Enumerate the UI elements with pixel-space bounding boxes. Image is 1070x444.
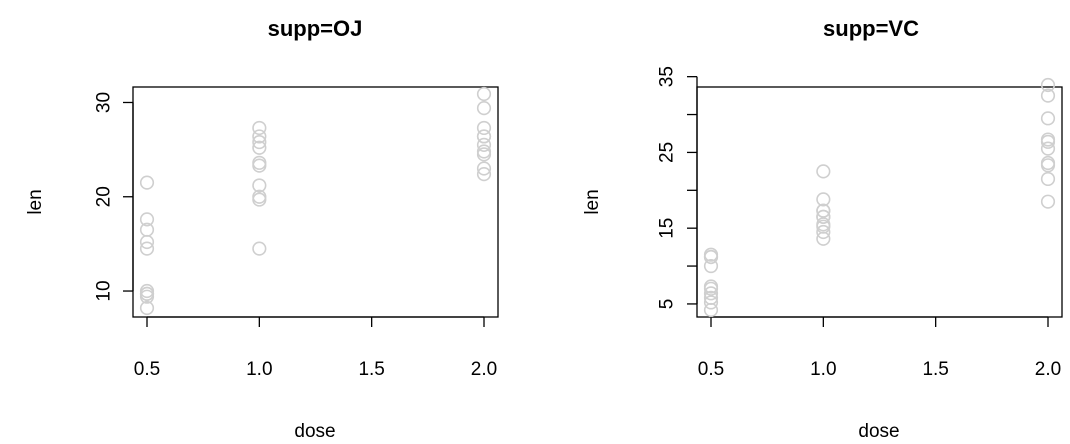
data-point bbox=[139, 300, 155, 316]
data-point bbox=[252, 189, 267, 204]
x-tick-label: 2.0 bbox=[1035, 359, 1061, 380]
data-point bbox=[1040, 158, 1056, 173]
data-point bbox=[252, 134, 267, 150]
x-axis-label: dose bbox=[858, 421, 899, 442]
x-tick-label: 1.0 bbox=[246, 359, 272, 380]
data-point bbox=[703, 258, 719, 274]
plot-frame bbox=[696, 86, 1063, 318]
data-point bbox=[252, 158, 267, 173]
data-point bbox=[703, 295, 719, 310]
y-tick-label: 5 bbox=[657, 299, 678, 310]
panel-oj: supp=OJ dose len 0.5 1.0 1.5 2.0 10 20 30 bbox=[25, 16, 499, 442]
data-point bbox=[1040, 88, 1056, 103]
data-point bbox=[476, 167, 492, 182]
chart-title: supp=OJ bbox=[268, 16, 363, 41]
x-axis-label: dose bbox=[294, 421, 335, 442]
data-point bbox=[1040, 132, 1056, 147]
data-point bbox=[816, 203, 831, 218]
data-point bbox=[139, 222, 155, 237]
data-point bbox=[252, 140, 267, 155]
y-tick-label: 10 bbox=[94, 280, 115, 301]
data-point bbox=[476, 129, 492, 144]
data-point bbox=[139, 286, 155, 301]
data-point bbox=[816, 231, 831, 246]
data-point bbox=[252, 241, 267, 256]
data-points bbox=[139, 86, 492, 316]
data-point bbox=[139, 241, 155, 256]
data-point bbox=[476, 120, 492, 136]
data-point bbox=[816, 164, 831, 179]
data-point bbox=[476, 147, 492, 162]
data-point bbox=[816, 209, 831, 224]
data-point bbox=[703, 281, 719, 296]
data-point bbox=[476, 101, 492, 116]
data-point bbox=[252, 155, 267, 170]
y-tick-label: 30 bbox=[94, 92, 115, 113]
y-tick-label: 20 bbox=[94, 186, 115, 207]
data-point bbox=[139, 175, 155, 190]
x-tick-label: 2.0 bbox=[471, 359, 497, 380]
data-point bbox=[476, 137, 492, 153]
data-point bbox=[1040, 141, 1056, 156]
x-axis: 0.5 1.0 1.5 2.0 bbox=[698, 316, 1061, 380]
data-point bbox=[816, 224, 831, 240]
data-point bbox=[816, 217, 831, 232]
data-point bbox=[703, 286, 719, 301]
data-point bbox=[252, 120, 267, 136]
data-point bbox=[1040, 171, 1056, 187]
data-point bbox=[1040, 77, 1056, 93]
x-tick-label: 1.5 bbox=[358, 359, 384, 380]
data-points bbox=[703, 77, 1056, 318]
x-tick-label: 1.0 bbox=[810, 359, 836, 380]
data-point bbox=[252, 192, 267, 207]
data-point bbox=[476, 144, 492, 159]
data-point bbox=[476, 86, 492, 102]
y-tick-label: 35 bbox=[657, 66, 678, 87]
data-point bbox=[703, 302, 719, 318]
x-tick-label: 0.5 bbox=[134, 359, 160, 380]
panel-vc: supp=VC dose len 0.5 1.0 1.5 2.0 5 15 25 35 bbox=[582, 16, 1063, 442]
plot-frame bbox=[132, 86, 499, 318]
data-point bbox=[816, 192, 831, 207]
x-tick-label: 0.5 bbox=[698, 359, 724, 380]
data-point bbox=[1040, 194, 1056, 209]
data-point bbox=[252, 129, 267, 144]
x-axis: 0.5 1.0 1.5 2.0 bbox=[134, 316, 497, 380]
y-tick-label: 25 bbox=[657, 142, 678, 163]
y-axis: 5 15 25 35 bbox=[657, 66, 698, 309]
y-tick-label: 15 bbox=[657, 218, 678, 239]
y-axis-label: len bbox=[582, 189, 603, 214]
data-point bbox=[703, 290, 719, 305]
x-tick-label: 1.5 bbox=[922, 359, 948, 380]
y-axis-label: len bbox=[25, 189, 46, 214]
data-point bbox=[252, 178, 267, 193]
chart-title: supp=VC bbox=[823, 16, 919, 41]
y-axis: 10 20 30 bbox=[94, 92, 134, 302]
data-point bbox=[703, 249, 719, 265]
data-point bbox=[476, 161, 492, 176]
data-point bbox=[139, 212, 155, 227]
data-point bbox=[1040, 111, 1056, 126]
